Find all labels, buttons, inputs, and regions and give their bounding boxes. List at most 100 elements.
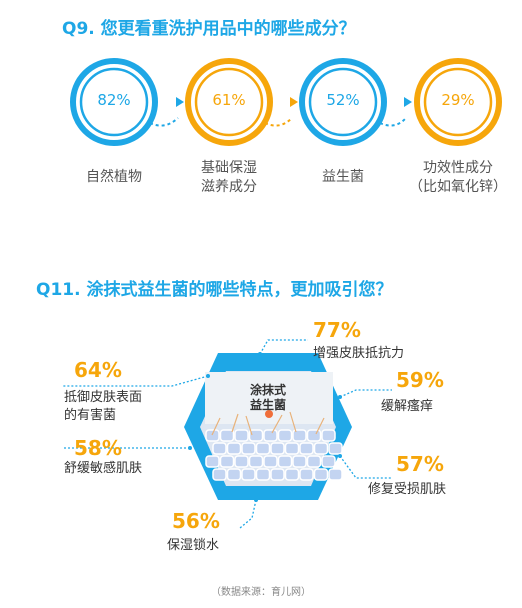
skin-cell [248, 455, 264, 468]
skin-cell [234, 429, 249, 442]
skin-cell [313, 468, 329, 481]
q9-ring-inner-4 [423, 67, 493, 137]
q11-title: Q11. 涂抹式益生菌的哪些特点，更加吸引您？ [36, 280, 393, 300]
skin-cell [205, 429, 220, 442]
hexagon-center-label: 涂抹式 益生菌 [238, 383, 298, 413]
q9-title: Q9. 您更看重洗护用品中的哪些成分？ [62, 19, 356, 39]
q9-value-2: 61% [212, 91, 246, 109]
leader-6-dot [206, 374, 210, 378]
q11-label-5: 舒缓敏感肌肤 [64, 461, 143, 476]
skin-cell [255, 468, 271, 481]
hair-strands [211, 411, 325, 436]
q9-value-1: 82% [97, 91, 131, 109]
q11-value-6: 64% [74, 358, 122, 382]
skin-cell [270, 442, 285, 455]
q9-ring-outer-3 [299, 58, 387, 146]
leader-2 [339, 389, 392, 398]
skin-cell [299, 442, 314, 455]
q11-value-5: 58% [74, 436, 122, 460]
skin-cell [313, 442, 329, 455]
skin-cell [205, 455, 220, 468]
skin-cell [284, 442, 300, 455]
q9-category-1-line1: 自然植物 [86, 169, 142, 185]
skin-cell [241, 442, 256, 455]
q9-ring-inner-3 [308, 67, 378, 137]
q9-value-3: 52% [326, 91, 360, 109]
probiotic-dot [265, 410, 273, 418]
q11-value-4: 56% [172, 509, 220, 533]
q9-category-2: 基础保湿 滋养成分 [179, 159, 279, 197]
q11-label-4: 保湿锁水 [167, 538, 220, 553]
q9-ring-inner-1 [79, 67, 149, 137]
leader-6 [62, 375, 209, 387]
q9-category-3: 益生菌 [293, 168, 393, 187]
q9-ring-outer-4 [414, 58, 502, 146]
q9-value-4: 29% [441, 91, 475, 109]
q11-label-1: 增强皮肤抵抗力 [313, 346, 405, 361]
q9-ring-3 [299, 58, 387, 146]
skin-cell [212, 442, 227, 455]
skin-cell [328, 468, 343, 481]
skin-cell [270, 468, 285, 481]
q9-category-3-line1: 益生菌 [322, 169, 364, 185]
q9-arrow-1 [176, 97, 184, 107]
skin-cell [306, 455, 322, 468]
skin-cell [263, 455, 278, 468]
q9-connector-2 [264, 117, 293, 127]
skin-cell [234, 455, 249, 468]
q9-category-4: 功效性成分 （比如氧化锌） [398, 159, 518, 197]
q11-label-6-line1: 抵御皮肤表面 [64, 390, 143, 405]
skin-cell [226, 468, 242, 481]
skin-cell [328, 442, 343, 455]
q9-arrow-3 [404, 97, 412, 107]
q9-ring-1 [70, 58, 158, 146]
skin-cell [212, 468, 227, 481]
skin-cell [292, 455, 307, 468]
q9-arrow-2 [290, 97, 298, 107]
skin-cell [277, 429, 293, 442]
leader-1-dot [258, 352, 262, 356]
source-footnote: （数据来源：育儿网） [211, 587, 311, 598]
q11-value-3: 57% [396, 452, 444, 476]
skin-cell [321, 455, 336, 468]
q11-value-1: 77% [313, 318, 361, 342]
skin-cell [292, 429, 307, 442]
skin-cell [263, 429, 278, 442]
q9-category-4-line2: （比如氧化锌） [409, 179, 507, 195]
leader-4 [239, 499, 257, 529]
leader-3 [339, 455, 392, 479]
q9-ring-outer-1 [70, 58, 158, 146]
q11-label-3: 修复受损肌肤 [368, 482, 447, 497]
q9-category-2-line1: 基础保湿 [201, 160, 257, 176]
skin-cell [248, 429, 264, 442]
leader-4-dot [254, 498, 258, 502]
skin-cell [299, 468, 314, 481]
skin-cell [284, 468, 300, 481]
skin-cell [255, 442, 271, 455]
leader-5-dot [188, 446, 192, 450]
q9-category-2-line2: 滋养成分 [201, 179, 257, 195]
q9-ring-outer-2 [185, 58, 273, 146]
skin-cell [277, 455, 293, 468]
leader-2-dot [338, 395, 342, 399]
skin-cell [306, 429, 322, 442]
skin-cell [219, 455, 235, 468]
q9-ring-4 [414, 58, 502, 146]
q11-label-2: 缓解瘙痒 [381, 399, 434, 414]
leader-1 [259, 339, 308, 355]
skin-cell [321, 429, 336, 442]
q11-value-2: 59% [396, 368, 444, 392]
hexagon-center-line2: 益生菌 [249, 398, 286, 412]
skin-cell [219, 429, 235, 442]
leader-3-dot [338, 454, 342, 458]
q9-category-1: 自然植物 [64, 168, 164, 187]
q11-label-6: 抵御皮肤表面 的有害菌 [64, 389, 142, 425]
q9-ring-inner-2 [194, 67, 264, 137]
q9-category-4-line1: 功效性成分 [423, 160, 493, 176]
q11-label-6-line2: 的有害菌 [64, 408, 117, 423]
skin-cell [241, 468, 256, 481]
q9-connector-1 [149, 117, 179, 127]
q9-connector-3 [379, 117, 407, 127]
